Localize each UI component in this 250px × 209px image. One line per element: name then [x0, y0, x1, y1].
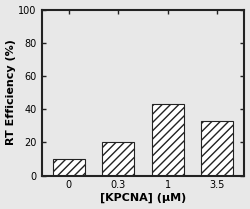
X-axis label: [KPCNA] (μM): [KPCNA] (μM): [100, 193, 186, 203]
Y-axis label: RT Efficiency (%): RT Efficiency (%): [6, 40, 16, 145]
Bar: [53, 159, 85, 176]
Bar: [201, 121, 233, 176]
Bar: [152, 104, 184, 176]
Bar: [102, 142, 134, 176]
